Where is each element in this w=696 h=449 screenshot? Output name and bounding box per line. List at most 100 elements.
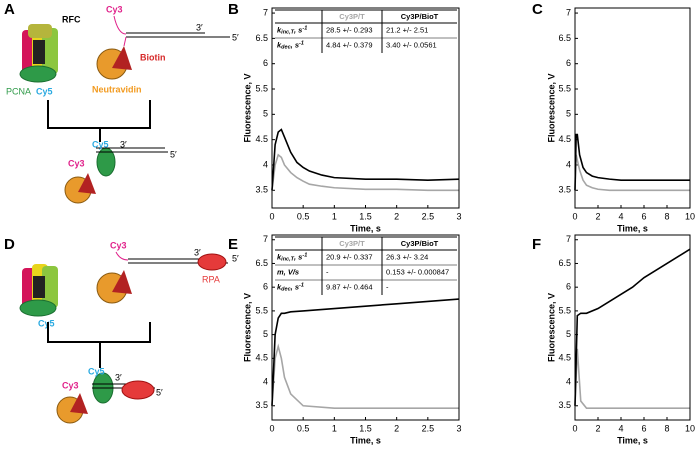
y-tick-label: 5	[263, 109, 268, 119]
table-row-label: m, V/s	[277, 267, 299, 276]
connector	[47, 100, 151, 142]
linker	[113, 15, 127, 35]
panel-letter: B	[228, 1, 239, 18]
row-label-part: inc,T	[281, 30, 294, 36]
y-tick-label: 6.5	[558, 33, 571, 43]
x-tick-label: 6	[641, 423, 646, 433]
diagram-d: Cy5 Cy3 3′ 5′ RPA Cy5 Cy3 3′ 5′	[19, 240, 239, 424]
x-tick-label: 2	[595, 423, 600, 433]
label: Cy5	[38, 318, 55, 328]
row-label-part: -1	[302, 253, 307, 259]
table-header: Cy3P/T	[339, 12, 365, 21]
row-label-part: , s	[293, 25, 302, 34]
x-tick-label: 0.5	[297, 423, 310, 433]
label: PCNA	[6, 86, 31, 96]
rfc-subunit	[42, 266, 58, 308]
table-cell: 3.40 +/- 0.0561	[386, 40, 437, 49]
y-axis-label: Fluorescence, V	[546, 73, 556, 142]
connector	[47, 322, 151, 368]
table-header: Cy3P/T	[339, 239, 365, 248]
x-axis-label: Time, s	[617, 223, 648, 233]
y-tick-label: 5.5	[558, 305, 571, 315]
y-tick-label: 6.5	[255, 258, 268, 268]
label: 5′	[232, 253, 239, 263]
y-tick-label: 7	[263, 234, 268, 244]
trace	[574, 348, 690, 409]
panel-letter: D	[4, 236, 15, 253]
trace	[271, 128, 460, 191]
label: Cy3	[106, 4, 123, 14]
panel-letter: E	[228, 236, 238, 253]
x-axis-label: Time, s	[350, 435, 381, 445]
label: 3′	[194, 247, 201, 257]
y-tick-label: 5	[566, 329, 571, 339]
x-tick-label: 2	[394, 211, 399, 221]
plot-frame	[271, 7, 460, 209]
y-tick-label: 3.5	[255, 400, 268, 410]
label: 5′	[156, 387, 163, 397]
trace	[271, 343, 459, 409]
x-tick-label: 2.5	[422, 423, 435, 433]
y-tick-label: 4.5	[255, 134, 268, 144]
table-row-label: kinc,T, s-1	[277, 25, 307, 35]
row-label-part: , s	[293, 252, 302, 261]
biotin	[112, 270, 132, 294]
pcna	[19, 65, 57, 83]
y-tick-label: 7	[263, 7, 268, 17]
row-label-part: k	[277, 40, 282, 49]
x-axis-label: Time, s	[350, 223, 381, 233]
row-label-part: , s	[290, 40, 299, 49]
rpa	[121, 380, 155, 400]
row-label-part: dec	[281, 287, 290, 293]
table-row-label: kdec, s-1	[277, 40, 304, 50]
label: RPA	[202, 274, 220, 284]
table-cell: 21.2 +/- 2.51	[386, 25, 428, 34]
rpa	[197, 253, 227, 271]
y-axis-label: Fluorescence, V	[546, 293, 556, 362]
table-header: Cy3P/BioT	[401, 239, 439, 248]
x-tick-label: 10	[685, 423, 695, 433]
x-tick-label: 0	[572, 211, 577, 221]
y-tick-label: 6	[263, 58, 268, 68]
label: 5′	[232, 32, 239, 42]
y-tick-label: 5	[566, 109, 571, 119]
y-tick-label: 5	[263, 329, 268, 339]
row-label-part: -1	[299, 283, 304, 289]
rfc-core	[33, 276, 45, 298]
row-label-part: , s	[290, 282, 299, 291]
x-tick-label: 0.5	[297, 211, 310, 221]
diagram-a: RFC PCNA Cy5 Cy3 3′ 5′ Biotin Neutravidi…	[6, 4, 239, 204]
trace	[574, 248, 691, 406]
x-tick-label: 1.5	[359, 423, 372, 433]
x-tick-label: 3	[456, 211, 461, 221]
table-cell: 0.153 +/- 0.000847	[386, 267, 449, 276]
y-tick-label: 5.5	[255, 83, 268, 93]
y-tick-label: 5.5	[558, 83, 571, 93]
x-tick-label: 2	[595, 211, 600, 221]
y-tick-label: 4.5	[558, 134, 571, 144]
x-tick-label: 2	[394, 423, 399, 433]
y-tick-label: 5.5	[255, 305, 268, 315]
label: Cy3	[110, 240, 127, 250]
table-row-label: kinc,T, s-1	[277, 252, 307, 262]
plot-frame	[271, 234, 460, 421]
rfc-core	[33, 40, 45, 64]
table-cell: 4.84 +/- 0.379	[326, 40, 373, 49]
x-tick-label: 6	[641, 211, 646, 221]
row-label-part: k	[277, 25, 282, 34]
rfc-subunit	[28, 24, 52, 38]
panel-letter: F	[532, 236, 541, 253]
trace	[271, 298, 460, 406]
row-label-part: k	[277, 252, 282, 261]
row-label-part: inc,T	[281, 257, 294, 263]
y-tick-label: 4.5	[558, 353, 571, 363]
label: Biotin	[140, 52, 166, 62]
y-tick-label: 4.5	[255, 353, 268, 363]
y-tick-label: 4	[566, 159, 571, 169]
x-axis-label: Time, s	[617, 435, 648, 445]
y-tick-label: 7	[566, 7, 571, 17]
x-tick-label: 0	[269, 423, 274, 433]
biotin	[78, 173, 96, 194]
label: Cy5	[36, 86, 53, 96]
